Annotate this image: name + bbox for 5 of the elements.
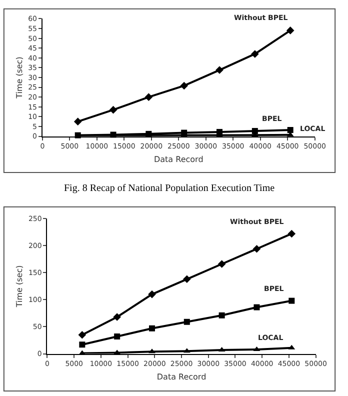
x-axis-title: Data Record — [156, 372, 206, 382]
caption: Fig. 8 Recap of National Population Execution Time — [64, 183, 276, 194]
y-axis-title: Time (sec) — [15, 265, 24, 308]
y-axis-title: Time (sec) — [14, 56, 24, 100]
x-axis-title: Data Record — [154, 154, 204, 164]
